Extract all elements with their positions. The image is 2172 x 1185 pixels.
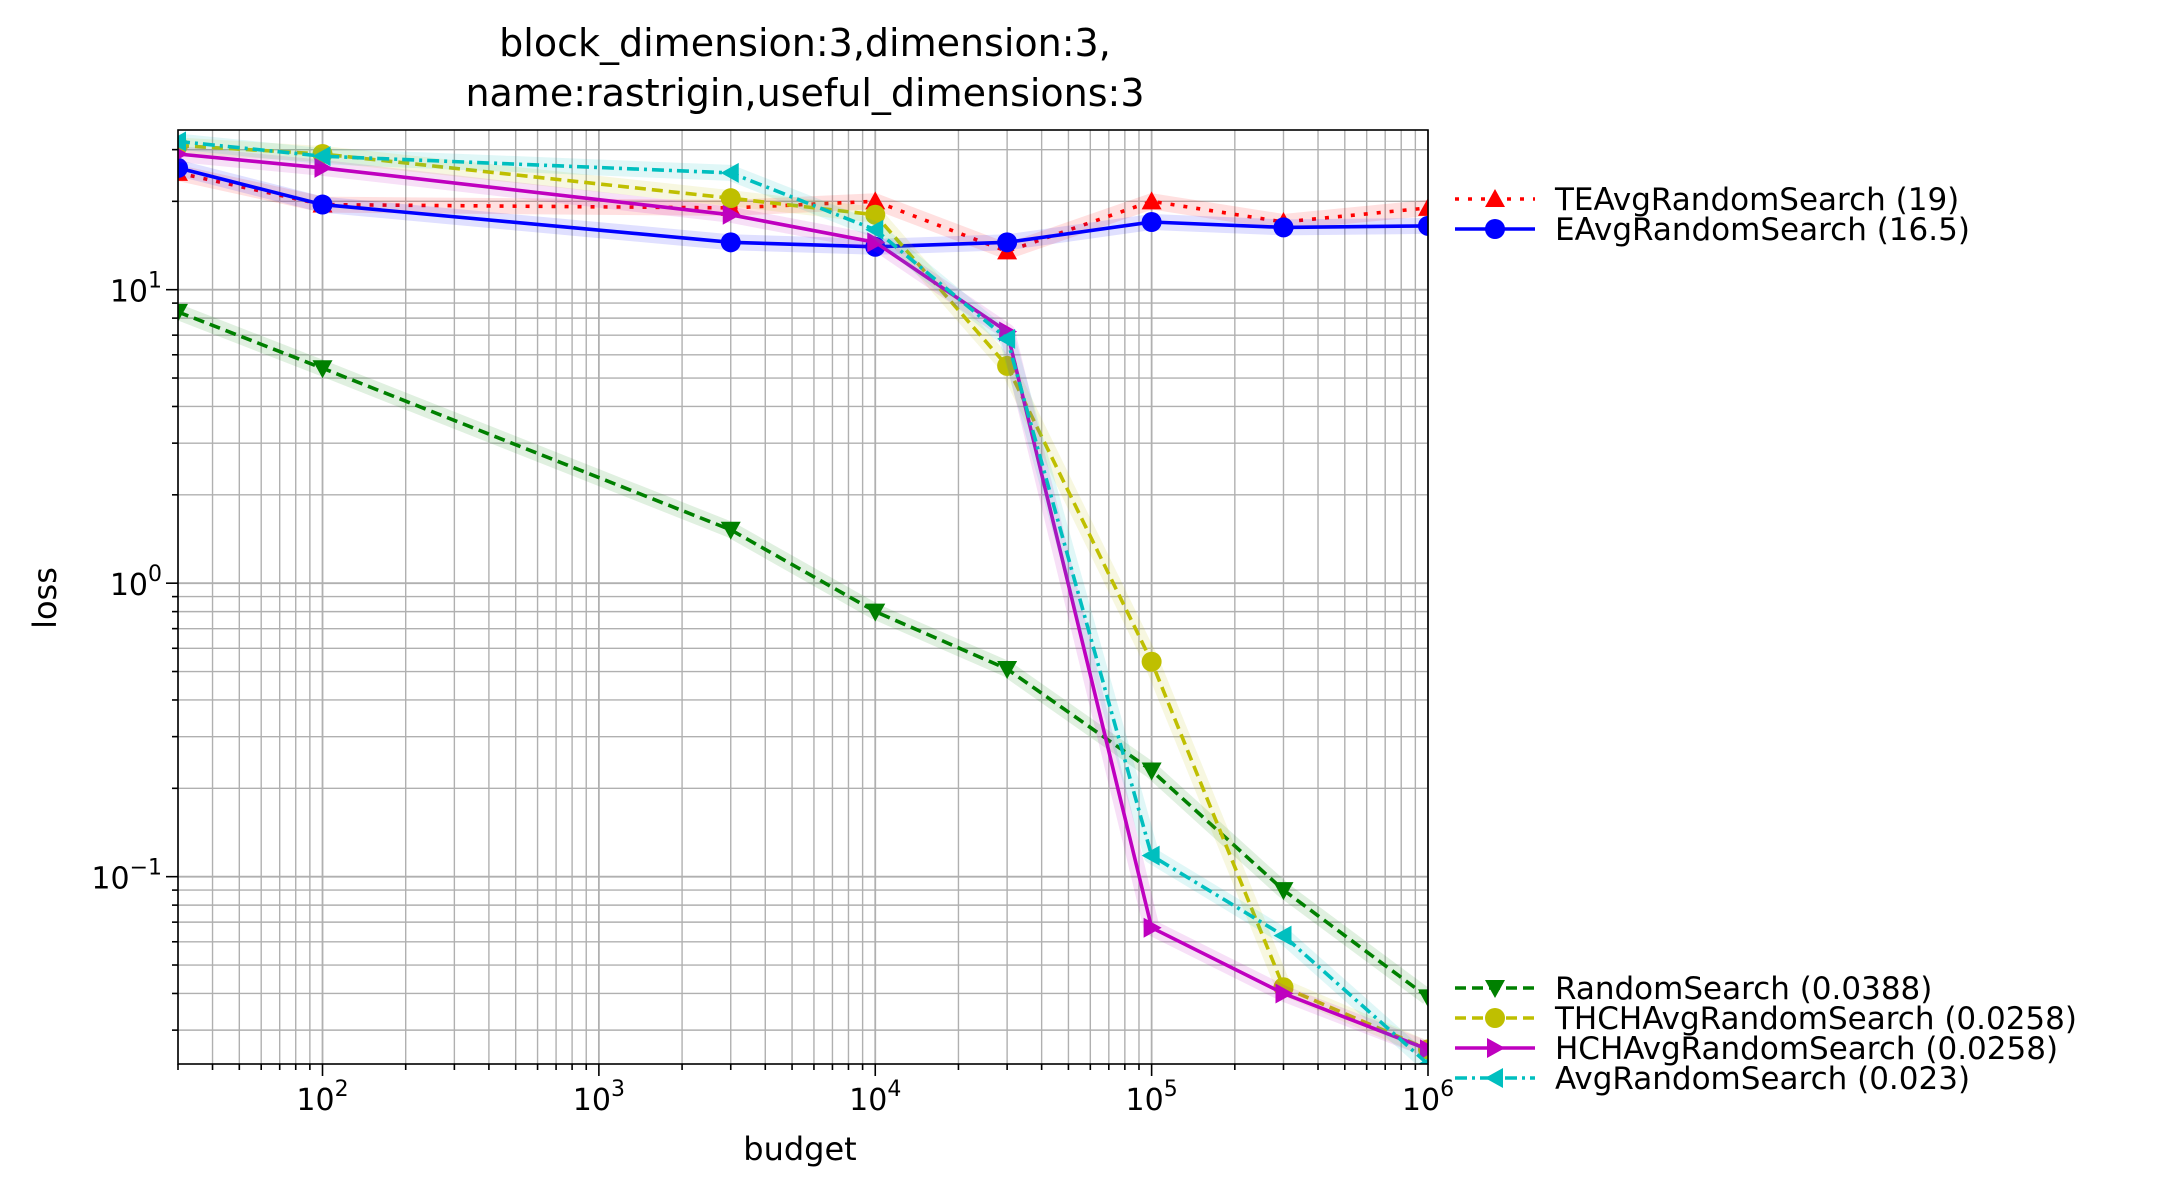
legend-entry: RandomSearch (0.0388) [1455,971,1932,1007]
data-point [312,194,333,215]
legend-label: EAvgRandomSearch (16.5) [1555,212,1970,248]
data-point [178,148,188,160]
grid-lines [177,130,1429,1064]
data-point [178,303,188,322]
data-point [720,188,741,209]
data-point [997,328,1016,349]
x-axis-label: budget [743,1130,856,1168]
y-tick-label: 101 [110,269,162,310]
data-point [720,232,741,253]
legend-label: HCHAvgRandomSearch (0.0258) [1555,1031,2058,1067]
x-tick-label: 103 [573,1077,625,1118]
series-5 [178,146,1428,1060]
legend-marker [1485,1008,1505,1028]
chart-title-line-2: name:rastrigin,useful_dimensions:3 [465,71,1144,115]
legend: TEAvgRandomSearch (19)EAvgRandomSearch (… [1455,182,2077,1097]
data-point [178,157,188,178]
series-line [178,143,1428,1052]
data-point [1418,1058,1428,1064]
y-tick-label: 100 [110,562,162,603]
legend-label: RandomSearch (0.0388) [1555,971,1932,1007]
data-point [1420,1039,1428,1060]
data-point [1273,882,1294,901]
data-point [178,131,186,152]
axis-ticks: 102 103 104 105 106 101 100 10−1 [91,148,1454,1118]
legend-marker [1485,219,1505,239]
x-tick-label: 105 [1126,1077,1178,1118]
y-tick-label: 10−1 [91,856,162,897]
x-tick-label: 102 [296,1077,348,1118]
series-3 [178,303,1428,1008]
legend-entry: TEAvgRandomSearch (19) [1455,182,1959,218]
x-tick-label: 104 [849,1077,901,1118]
series-4 [178,135,1428,1060]
data-point [1275,983,1294,1004]
series-2 [178,157,1428,257]
series-line [178,139,1428,1064]
data-point [1141,651,1162,672]
legend-label: TEAvgRandomSearch (19) [1554,182,1959,218]
y-axis-label: loss [26,567,64,629]
data-point [722,204,741,225]
data-point [1143,917,1162,938]
data-point [865,219,884,240]
legend-entry: THCHAvgRandomSearch (0.0258) [1455,1001,2077,1037]
data-point [1141,762,1162,781]
data-point [1141,191,1162,210]
data-point [1141,212,1162,233]
legend-marker [1487,1038,1505,1058]
legend-entry: HCHAvgRandomSearch (0.0258) [1455,1031,2058,1067]
legend-entry: EAvgRandomSearch (16.5) [1455,212,1970,248]
series-line [178,171,1428,254]
data-point [1418,197,1428,216]
data-point [720,521,741,540]
data-point [314,157,333,178]
data-point [865,191,886,210]
data-point [997,661,1018,680]
legend-marker [1485,189,1505,207]
series-line [178,166,1428,249]
series-layer [178,131,1428,1064]
data-point [867,232,886,253]
legend-marker [1485,1068,1503,1088]
series-line [178,310,1428,999]
legend-label: AvgRandomSearch (0.023) [1555,1061,1970,1097]
data-point [1141,845,1160,866]
data-point [1418,989,1428,1008]
data-point [1273,925,1292,946]
series-line [178,152,1428,1052]
data-point [720,162,739,183]
legend-marker [1485,980,1505,998]
data-point [865,603,886,622]
series-6 [178,131,1428,1064]
data-point [865,204,886,225]
data-point [1273,217,1294,238]
data-point [312,360,333,379]
data-point [312,146,331,167]
legend-label: THCHAvgRandomSearch (0.0258) [1554,1001,2077,1037]
x-tick-label: 106 [1402,1077,1454,1118]
data-point [1418,215,1428,236]
legend-entry: AvgRandomSearch (0.023) [1455,1061,1970,1097]
data-point [997,232,1018,253]
chart-title-line-1: block_dimension:3,dimension:3, [499,21,1111,65]
